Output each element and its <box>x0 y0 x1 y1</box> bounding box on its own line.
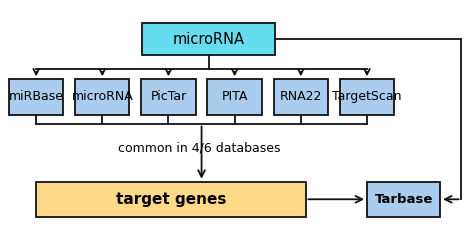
Text: Tarbase: Tarbase <box>374 193 433 206</box>
Text: microRNA: microRNA <box>72 90 133 103</box>
FancyBboxPatch shape <box>143 23 275 55</box>
FancyBboxPatch shape <box>273 79 328 114</box>
Text: TargetScan: TargetScan <box>332 90 402 103</box>
FancyBboxPatch shape <box>9 79 64 114</box>
Text: microRNA: microRNA <box>173 32 245 47</box>
FancyBboxPatch shape <box>340 79 394 114</box>
FancyBboxPatch shape <box>367 182 440 217</box>
FancyBboxPatch shape <box>75 79 129 114</box>
FancyBboxPatch shape <box>141 79 196 114</box>
FancyBboxPatch shape <box>208 79 262 114</box>
FancyBboxPatch shape <box>36 182 306 217</box>
Text: PITA: PITA <box>221 90 248 103</box>
Text: RNA22: RNA22 <box>280 90 322 103</box>
Text: common in 4/6 databases: common in 4/6 databases <box>118 141 281 154</box>
Text: PicTar: PicTar <box>150 90 187 103</box>
Text: miRBase: miRBase <box>9 90 64 103</box>
Text: target genes: target genes <box>116 192 226 207</box>
